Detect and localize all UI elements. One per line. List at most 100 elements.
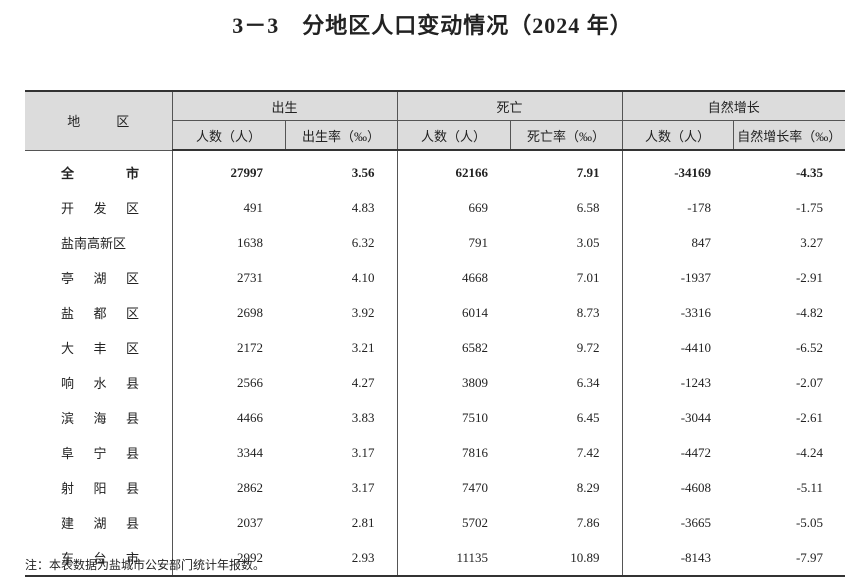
region-cell: 全市 bbox=[25, 150, 172, 190]
value-cell: 27997 bbox=[171, 150, 285, 190]
value-cell: -2.61 bbox=[795, 409, 824, 425]
region-cell: 东台市 bbox=[25, 540, 172, 577]
region-cell: 阜宁县 bbox=[25, 435, 172, 470]
value-cell: 10.89 bbox=[510, 540, 623, 577]
value-cell: 2862 bbox=[171, 470, 285, 505]
value-cell: 8.29 bbox=[576, 479, 600, 495]
value-cell: -4472 bbox=[621, 435, 734, 470]
value-cell: 2037 bbox=[171, 505, 285, 540]
value-cell: -34169 bbox=[621, 150, 734, 190]
region-cell: 盐南高新区 bbox=[25, 225, 172, 260]
title: 3－3 分地区人口变动情况（2024 年） bbox=[232, 13, 633, 38]
group-header: 自然增长 bbox=[621, 90, 846, 121]
column-header: 人数（人） bbox=[396, 120, 511, 151]
column-header: 死亡率（‰） bbox=[509, 120, 623, 151]
value-cell: 3.05 bbox=[576, 234, 600, 250]
value-cell: -5.11 bbox=[796, 479, 824, 495]
value-cell: 6.58 bbox=[576, 199, 600, 215]
value-cell: 6.45 bbox=[576, 409, 600, 425]
table-row: 射阳县 2862 3.17 7470 8.29 -4608 -5.11 bbox=[25, 470, 845, 505]
value-cell: -6.52 bbox=[795, 339, 824, 355]
value-cell: -7.97 bbox=[733, 540, 846, 577]
table-row: 阜宁县 3344 3.17 7816 7.42 -4472 -4.24 bbox=[25, 435, 845, 470]
region-name: 盐都区 bbox=[61, 306, 139, 321]
region-cell: 响水县 bbox=[25, 365, 172, 400]
region-name: 开发区 bbox=[61, 201, 139, 216]
region-cell: 开发区 bbox=[25, 190, 172, 225]
table-row: 大丰区 2172 3.21 6582 9.72 -4410 -6.52 bbox=[25, 330, 845, 365]
note: 注：本表数据为盐城市公安部门统计年报数。 bbox=[25, 558, 266, 572]
table-row: 响水县 2566 4.27 3809 6.34 -1243 -2.07 bbox=[25, 365, 845, 400]
region-name: 建湖县 bbox=[61, 516, 139, 531]
subheader-row: 人数（人） 出生率（‰） 人数（人） 死亡率（‰） 人数（人） 自然增长率（‰） bbox=[25, 120, 846, 151]
region-name: 滨海县 bbox=[61, 411, 139, 426]
region-name: 阜宁县 bbox=[61, 446, 139, 461]
value-cell: 8.73 bbox=[576, 304, 600, 320]
region-cell: 大丰区 bbox=[25, 330, 172, 365]
value-cell: 1638 bbox=[171, 225, 285, 260]
value-cell: 3.21 bbox=[351, 339, 375, 355]
region-name: 东台市 bbox=[61, 551, 139, 566]
group-header: 死亡 bbox=[396, 90, 623, 121]
value-cell: -1.75 bbox=[795, 199, 824, 215]
group-header: 出生 bbox=[171, 90, 398, 121]
region-name: 响水县 bbox=[61, 376, 139, 391]
value-cell: 4668 bbox=[396, 260, 511, 295]
value-cell: 7.91 bbox=[576, 164, 600, 180]
value-cell: 4466 bbox=[171, 400, 285, 435]
region-cell: 盐都区 bbox=[25, 295, 172, 330]
value-cell: 2566 bbox=[171, 365, 285, 400]
value-cell: -4608 bbox=[621, 470, 734, 505]
region-cell: 建湖县 bbox=[25, 505, 172, 540]
table-row: 滨海县 4466 3.83 7510 6.45 -3044 -2.61 bbox=[25, 400, 845, 435]
region-cell: 射阳县 bbox=[25, 470, 172, 505]
value-cell: 7.01 bbox=[576, 269, 600, 285]
column-header: 人数（人） bbox=[171, 120, 286, 151]
data-table: 地区 出生 死亡 自然增长 人数（人） 出生率（‰） 人数（人） 死亡率（‰） 人数（人）自… bbox=[25, 90, 846, 577]
region-name: 盐南高新区 bbox=[61, 236, 127, 251]
value-cell: -5.05 bbox=[795, 514, 824, 530]
value-cell: -178 bbox=[621, 190, 734, 225]
column-header: 自然增长率（‰） bbox=[732, 120, 846, 151]
value-cell: 7.42 bbox=[576, 444, 600, 460]
value-cell: 7510 bbox=[396, 400, 511, 435]
value-cell: -4.35 bbox=[795, 164, 824, 180]
value-cell: 3.56 bbox=[351, 164, 375, 180]
value-cell: 847 bbox=[621, 225, 734, 260]
value-cell: 3.92 bbox=[351, 304, 375, 320]
region-name: 大丰区 bbox=[61, 341, 139, 356]
value-cell: -4.24 bbox=[795, 444, 824, 460]
value-cell: 491 bbox=[171, 190, 285, 225]
value-cell: 2.81 bbox=[351, 514, 375, 530]
value-cell: 3.17 bbox=[351, 479, 375, 495]
value-cell: -1937 bbox=[621, 260, 734, 295]
value-cell: 2.93 bbox=[285, 540, 398, 577]
column-header: 出生率（‰） bbox=[284, 120, 398, 151]
value-cell: 4.10 bbox=[351, 269, 375, 285]
value-cell: 2731 bbox=[171, 260, 285, 295]
column-header: 人数（人） bbox=[621, 120, 734, 151]
value-cell: 3.27 bbox=[800, 234, 824, 250]
region-name: 射阳县 bbox=[61, 481, 139, 496]
value-cell: 7470 bbox=[396, 470, 511, 505]
value-cell: 2698 bbox=[171, 295, 285, 330]
header-row: 地区 出生 死亡 自然增长 bbox=[25, 90, 846, 151]
table-row: 全市 27997 3.56 62166 7.91 -34169 -4.35 bbox=[25, 150, 845, 190]
region-cell: 滨海县 bbox=[25, 400, 172, 435]
value-cell: 2172 bbox=[171, 330, 285, 365]
value-cell: -4.82 bbox=[795, 304, 824, 320]
value-cell: 6.34 bbox=[576, 374, 600, 390]
value-cell: -4410 bbox=[621, 330, 734, 365]
table-row: 盐南高新区 1638 6.32 791 3.05 847 3.27 bbox=[25, 225, 845, 260]
region-name: 亭湖区 bbox=[61, 271, 139, 286]
value-cell: -2.91 bbox=[795, 269, 824, 285]
value-cell: 2992 bbox=[171, 540, 285, 577]
value-cell: 7.86 bbox=[576, 514, 600, 530]
value-cell: 669 bbox=[396, 190, 511, 225]
table-row: 东台市 2992 2.93 11135 10.89 -8143 -7.97 bbox=[25, 540, 846, 577]
value-cell: 9.72 bbox=[576, 339, 600, 355]
value-cell: -3044 bbox=[621, 400, 734, 435]
region-cell: 亭湖区 bbox=[25, 260, 172, 295]
value-cell: 11135 bbox=[396, 540, 511, 577]
table-body: 全市 27997 3.56 62166 7.91 -34169 -4.35 开发区 491 4.8… bbox=[25, 150, 846, 577]
